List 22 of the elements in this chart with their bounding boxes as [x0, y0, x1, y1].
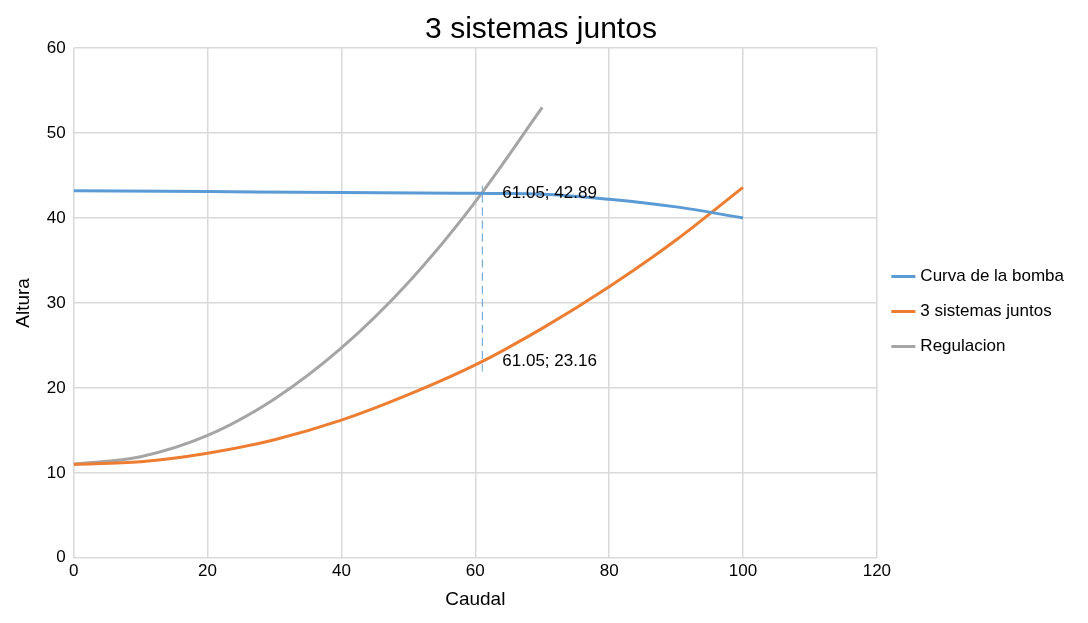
y-tick-label: 0 [56, 547, 66, 567]
y-tick-label: 10 [46, 462, 66, 482]
x-tick-label: 0 [68, 560, 79, 580]
y-tick-label: 30 [46, 292, 66, 312]
line-series [73, 185, 745, 466]
x-tick-label: 40 [331, 560, 351, 580]
legend-label: Curva de la bomba [920, 266, 1065, 286]
annotation: 61.05; 23.16 [502, 350, 597, 370]
y-tick-label: 40 [46, 207, 66, 227]
x-tick-label: 120 [862, 560, 892, 580]
legend-label: 3 sistemas juntos [920, 301, 1052, 321]
y-tick-label: 60 [46, 37, 66, 57]
chart-title: 3 sistemas juntos [425, 11, 657, 45]
x-axis-title: Caudal [445, 587, 506, 609]
legend-label: Regulacion [920, 336, 1006, 356]
x-tick-label: 100 [728, 560, 758, 580]
y-tick-label: 20 [46, 377, 66, 397]
x-tick-label: 60 [465, 560, 485, 580]
y-axis-title: Altura [11, 277, 33, 328]
x-tick-label: 20 [198, 560, 218, 580]
y-tick-label: 50 [46, 122, 66, 142]
x-tick-label: 80 [599, 560, 619, 580]
